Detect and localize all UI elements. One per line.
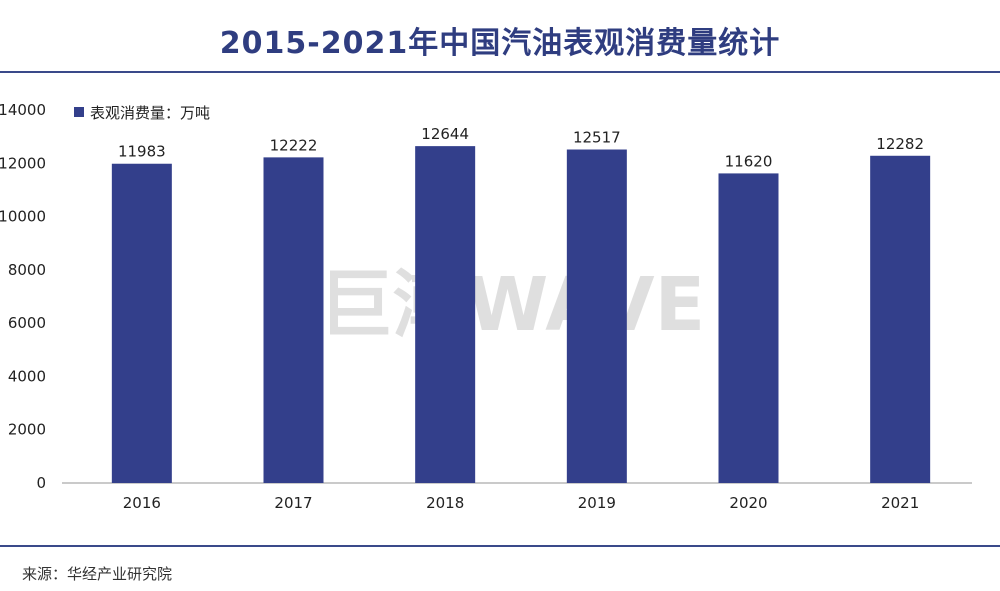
bar-2019 [566,149,627,483]
data-label-2020: 11620 [725,152,773,170]
legend-label: 表观消费量：万吨 [90,104,210,122]
y-tick-label: 14000 [0,101,46,119]
bar-2017 [263,157,324,483]
y-tick-label: 4000 [8,367,46,385]
source-note: 来源：华经产业研究院 [22,565,173,583]
bottom-divider [0,545,1000,547]
x-tick-label: 2016 [123,494,161,512]
x-tick-label: 2021 [881,494,919,512]
bar-2018 [415,146,476,483]
y-tick-label: 6000 [8,314,46,332]
y-tick-label: 2000 [8,421,46,439]
data-label-2019: 12517 [573,129,621,147]
watermark: 巨潮WAVE [319,262,705,348]
data-label-2021: 12282 [876,135,924,153]
legend: 表观消费量：万吨 [74,104,210,122]
data-label-2017: 12222 [270,136,318,154]
x-axis-labels: 2016 2017 2018 2019 2020 2021 [123,494,920,512]
x-tick-label: 2017 [274,494,312,512]
y-tick-label: 0 [36,474,46,492]
x-tick-label: 2020 [729,494,767,512]
x-tick-label: 2018 [426,494,464,512]
bar-2021 [870,155,931,483]
y-axis: 0 2000 4000 6000 8000 10000 12000 14000 [0,101,46,492]
bar-2020 [718,173,779,483]
x-tick-label: 2019 [578,494,616,512]
legend-swatch [74,107,84,117]
bar-chart: 0 2000 4000 6000 8000 10000 12000 14000 表观消费量：万… [0,101,972,512]
y-tick-label: 10000 [0,208,46,226]
bar-2016 [111,163,172,483]
y-tick-label: 12000 [0,154,46,172]
top-divider [0,71,1000,73]
data-label-2018: 12644 [421,125,469,143]
y-tick-label: 8000 [8,261,46,279]
bars: 11983 12222 12644 12517 11620 12282 [111,125,931,483]
data-label-2016: 11983 [118,143,166,161]
chart-title: 2015-2021年中国汽油表观消费量统计 [219,26,781,61]
